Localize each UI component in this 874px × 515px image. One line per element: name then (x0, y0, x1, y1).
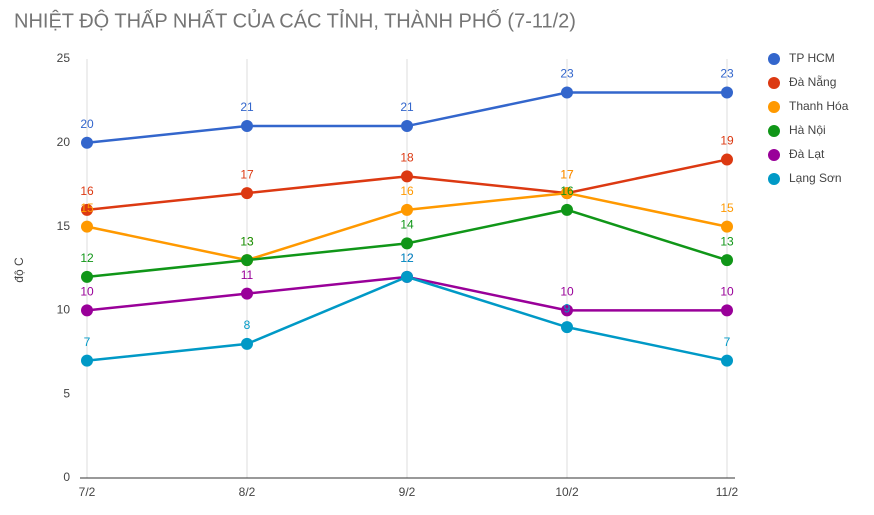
data-label: 7 (724, 335, 731, 349)
data-label: 17 (560, 167, 574, 181)
point (721, 220, 733, 233)
point (401, 270, 413, 283)
data-label: 7 (84, 335, 91, 349)
data-label: 12 (80, 251, 94, 265)
data-label: 10 (560, 285, 574, 299)
point (721, 304, 733, 317)
point (241, 254, 253, 267)
data-label: 13 (720, 234, 734, 248)
point (721, 254, 733, 267)
point (401, 120, 413, 133)
point (81, 304, 93, 317)
data-label: 8 (244, 318, 251, 332)
data-label: 14 (400, 218, 414, 232)
point (721, 153, 733, 166)
data-label: 19 (720, 134, 734, 148)
point (721, 354, 733, 367)
legend-marker (768, 125, 780, 137)
point (241, 337, 253, 350)
legend-label: Đà Nẵng (789, 74, 836, 89)
data-label: 12 (400, 251, 414, 265)
point (81, 203, 93, 216)
legend-label: Đà Lạt (789, 147, 825, 161)
data-label: 15 (80, 201, 94, 215)
point (561, 187, 573, 200)
data-label: 12 (400, 251, 414, 265)
point (241, 187, 253, 200)
legend-marker (768, 53, 780, 65)
data-label: 13 (240, 234, 254, 248)
data-label: 21 (240, 100, 254, 114)
legend-marker (768, 173, 780, 185)
legend-label: TP HCM (789, 51, 835, 65)
point (241, 120, 253, 133)
data-label: 11 (241, 268, 254, 282)
x-tick-label: 10/2 (555, 485, 579, 499)
point (561, 86, 573, 99)
point (401, 203, 413, 216)
data-label: 17 (240, 167, 254, 181)
data-label: 15 (720, 201, 734, 215)
x-tick-label: 9/2 (399, 485, 416, 499)
y-tick-label: 0 (63, 470, 70, 484)
data-label: 21 (400, 100, 414, 114)
x-tick-label: 11/2 (716, 485, 739, 499)
y-tick-label: 25 (57, 51, 71, 65)
point (81, 136, 93, 149)
data-label: 20 (80, 117, 94, 131)
point (81, 220, 93, 233)
y-tick-label: 5 (63, 386, 70, 400)
y-tick-label: 15 (57, 219, 71, 233)
data-label: 23 (560, 67, 574, 81)
x-tick-label: 8/2 (239, 485, 256, 499)
data-label: 16 (80, 184, 94, 198)
point (561, 203, 573, 216)
point (81, 270, 93, 283)
data-label: 13 (240, 234, 254, 248)
legend-label: Lạng Sơn (789, 171, 842, 185)
legend-marker (768, 77, 780, 89)
y-tick-label: 20 (57, 135, 71, 149)
point (401, 237, 413, 250)
point (561, 304, 573, 317)
point (81, 354, 93, 367)
legend-marker (768, 101, 780, 113)
point (721, 86, 733, 99)
data-label: 17 (560, 167, 574, 181)
data-label: 10 (720, 285, 734, 299)
data-label: 23 (720, 67, 734, 81)
x-tick-label: 7/2 (79, 485, 96, 499)
y-axis-label: độ C (12, 257, 26, 283)
data-label: 18 (400, 150, 414, 164)
point (241, 287, 253, 300)
point (561, 321, 573, 334)
legend-marker (768, 149, 780, 161)
chart-title: NHIỆT ĐỘ THẤP NHẤT CỦA CÁC TỈNH, THÀNH P… (14, 8, 576, 32)
data-label: 16 (400, 184, 414, 198)
legend-label: Thanh Hóa (789, 99, 849, 113)
data-label: 10 (80, 285, 94, 299)
y-tick-label: 10 (57, 303, 71, 317)
legend-label: Hà Nội (789, 123, 826, 137)
point (401, 170, 413, 183)
data-label: 9 (564, 301, 571, 315)
data-label: 16 (560, 184, 574, 198)
